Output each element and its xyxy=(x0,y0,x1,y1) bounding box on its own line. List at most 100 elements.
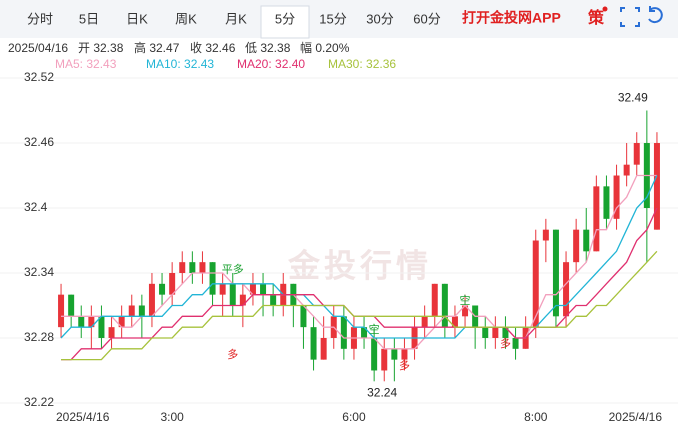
low-label: 32.24 xyxy=(367,385,397,399)
legend-entry: MA5: 32.43 xyxy=(55,57,117,71)
app-link[interactable]: 打开金投网APP xyxy=(462,10,561,26)
candle-body xyxy=(229,283,236,306)
info-field: 低 32.38 xyxy=(245,41,291,55)
tab[interactable]: 15分 xyxy=(319,11,346,26)
candle-body xyxy=(310,327,317,360)
candle-body xyxy=(98,316,105,338)
info-field: 开 32.38 xyxy=(78,41,124,55)
badge xyxy=(602,6,608,12)
tabs: 分时 5日 日K 周K 月K 5分 15分 30分 60分 xyxy=(27,5,441,39)
candle-body xyxy=(613,175,620,219)
candle-body xyxy=(189,262,196,273)
candle-body xyxy=(128,305,135,317)
candle-body xyxy=(482,327,489,338)
candle-body xyxy=(88,316,95,328)
candle-body xyxy=(421,316,428,328)
candle-body xyxy=(179,262,186,273)
candle-body xyxy=(623,164,630,176)
candle-body xyxy=(502,327,509,338)
trade-annotation: 平多 xyxy=(222,262,244,276)
candle-body xyxy=(603,186,610,219)
y-tick-label: 32.52 xyxy=(24,70,54,84)
ma-line xyxy=(61,174,657,350)
x-tick-label: 6:00 xyxy=(342,410,366,424)
trade-annotation: 多 xyxy=(500,336,511,350)
candle-body xyxy=(593,186,600,252)
legend-entry: MA30: 32.36 xyxy=(328,57,396,71)
candle-body xyxy=(441,283,448,328)
candle-body xyxy=(492,327,499,338)
candle-body xyxy=(583,229,590,252)
candle-body xyxy=(653,143,660,230)
candle-body xyxy=(381,348,388,371)
y-tick-label: 32.4 xyxy=(24,200,48,214)
candle-body xyxy=(563,262,570,317)
tab[interactable]: 月K xyxy=(225,11,247,26)
x-tick-label: 8:00 xyxy=(524,410,548,424)
tab[interactable]: 30分 xyxy=(366,11,393,26)
candle-body xyxy=(108,327,115,338)
candle-body xyxy=(532,240,539,328)
candle-body xyxy=(512,337,519,349)
tab[interactable]: 5分 xyxy=(275,11,295,26)
info-field: 幅 0.20% xyxy=(300,40,350,55)
legend-entry: MA20: 32.40 xyxy=(237,57,305,71)
trade-annotation: 多 xyxy=(227,347,238,361)
info-line: 2025/04/16 开 32.38 高 32.47 收 32.46 低 32.38 幅 … xyxy=(8,40,350,55)
candle-body xyxy=(209,262,216,295)
strategy-button[interactable]: 策 xyxy=(587,8,605,27)
candle-body xyxy=(260,283,267,295)
x-tick-label: 2025/4/16 xyxy=(56,410,110,424)
x-tick-label: 2025/4/16 xyxy=(609,410,663,424)
tab[interactable]: 5日 xyxy=(79,11,99,26)
candle-body xyxy=(159,283,166,295)
watermark: 金投行情 xyxy=(287,247,432,283)
trade-annotation: 多 xyxy=(399,358,410,372)
trade-annotation: 空 xyxy=(369,322,380,336)
candle-body xyxy=(391,348,398,360)
candle-body xyxy=(68,294,75,317)
candle-body xyxy=(552,229,559,317)
candle-body xyxy=(431,283,438,317)
legend: MA5: 32.43 MA10: 32.43 MA20: 32.40 MA30: 32… xyxy=(55,57,396,71)
candle-body xyxy=(320,337,327,360)
info-field: 高 32.47 xyxy=(134,40,180,55)
refresh-icon[interactable] xyxy=(648,6,663,24)
candle-body xyxy=(239,294,246,306)
y-tick-label: 32.28 xyxy=(24,330,54,344)
candle-body xyxy=(371,337,378,371)
candle-body xyxy=(401,348,408,360)
candle-body xyxy=(78,316,85,328)
high-label: 32.49 xyxy=(618,91,648,105)
tab[interactable]: 分时 xyxy=(27,11,53,26)
fullscreen-icon[interactable] xyxy=(620,7,640,27)
candle-body xyxy=(199,262,206,273)
candle-body xyxy=(451,316,458,328)
candle-body xyxy=(340,316,347,349)
trade-annotation: 空 xyxy=(460,293,471,307)
y-tick-label: 32.46 xyxy=(24,135,54,149)
candle-body xyxy=(270,294,277,306)
candle-body xyxy=(148,283,155,317)
y-tick-label: 32.34 xyxy=(24,265,54,279)
tab-active-box xyxy=(260,5,310,39)
candle-body xyxy=(249,283,256,295)
tab[interactable]: 周K xyxy=(175,11,197,26)
x-tick-label: 3:00 xyxy=(160,410,184,424)
tab[interactable]: 日K xyxy=(126,11,148,26)
candle-body xyxy=(573,229,580,263)
candle-body xyxy=(361,327,368,338)
candle-body xyxy=(542,229,549,241)
candle-body xyxy=(58,294,65,328)
candle-body xyxy=(219,283,226,295)
info-date: 2025/04/16 xyxy=(8,41,68,55)
candle-body xyxy=(300,305,307,328)
candle-body xyxy=(138,305,145,317)
candle-body xyxy=(633,143,640,165)
candle-body xyxy=(169,272,176,295)
tab[interactable]: 60分 xyxy=(413,11,440,26)
y-tick-label: 32.22 xyxy=(24,395,54,409)
plot: 金投行情 32.22 32.28 32.34 32.4 32.46 32.52 2025/4/… xyxy=(0,70,678,424)
